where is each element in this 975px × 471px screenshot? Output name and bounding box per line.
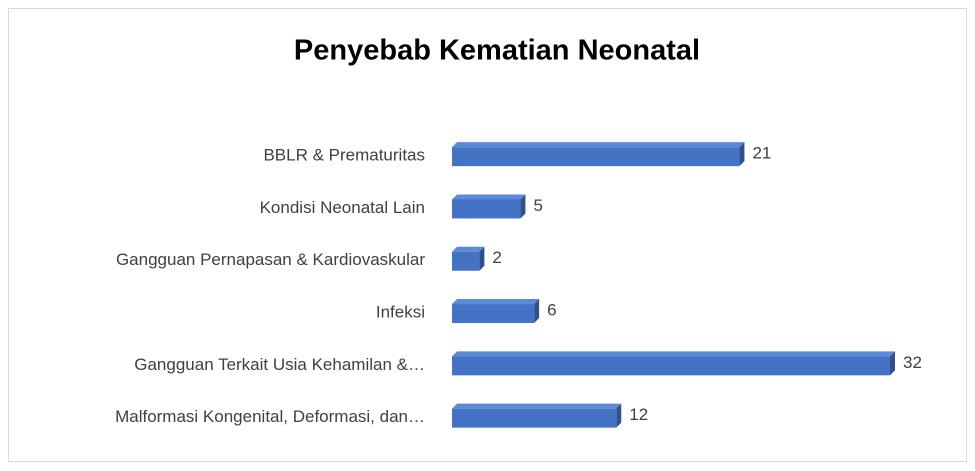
- bar-top: [452, 194, 526, 200]
- bar-side: [890, 351, 895, 376]
- bar-top: [452, 299, 540, 305]
- bar: [452, 147, 740, 167]
- data-label: 2: [492, 248, 501, 267]
- y-tick-label: Gangguan Terkait Usia Kehamilan &…: [134, 355, 425, 374]
- bar-top: [452, 351, 895, 357]
- data-label: 5: [533, 196, 542, 215]
- bar-side: [479, 246, 485, 271]
- bar: [452, 199, 521, 219]
- data-label: 12: [629, 405, 648, 424]
- bar: [452, 408, 617, 428]
- bar: [452, 356, 890, 376]
- chart-frame: [8, 8, 967, 462]
- y-tick-label: Malformasi Kongenital, Deformasi, dan…: [115, 407, 425, 426]
- y-tick-label: BBLR & Prematuritas: [263, 146, 425, 165]
- y-tick-label: Infeksi: [376, 303, 425, 322]
- bar-top: [452, 246, 485, 252]
- y-tick-label: Kondisi Neonatal Lain: [260, 198, 425, 217]
- data-label: 6: [547, 301, 556, 320]
- chart-title: Penyebab Kematian Neonatal: [294, 35, 700, 67]
- bar-side: [520, 194, 526, 219]
- data-label: 21: [752, 144, 771, 163]
- bar-side: [534, 299, 540, 324]
- bar-side: [739, 142, 745, 167]
- bar-top: [452, 403, 622, 409]
- bar-top: [452, 142, 745, 148]
- data-label: 32: [903, 353, 922, 372]
- y-tick-label: Gangguan Pernapasan & Kardiovaskular: [116, 250, 425, 269]
- bar: [452, 251, 480, 271]
- bar: [452, 304, 535, 324]
- bar-side: [616, 403, 622, 428]
